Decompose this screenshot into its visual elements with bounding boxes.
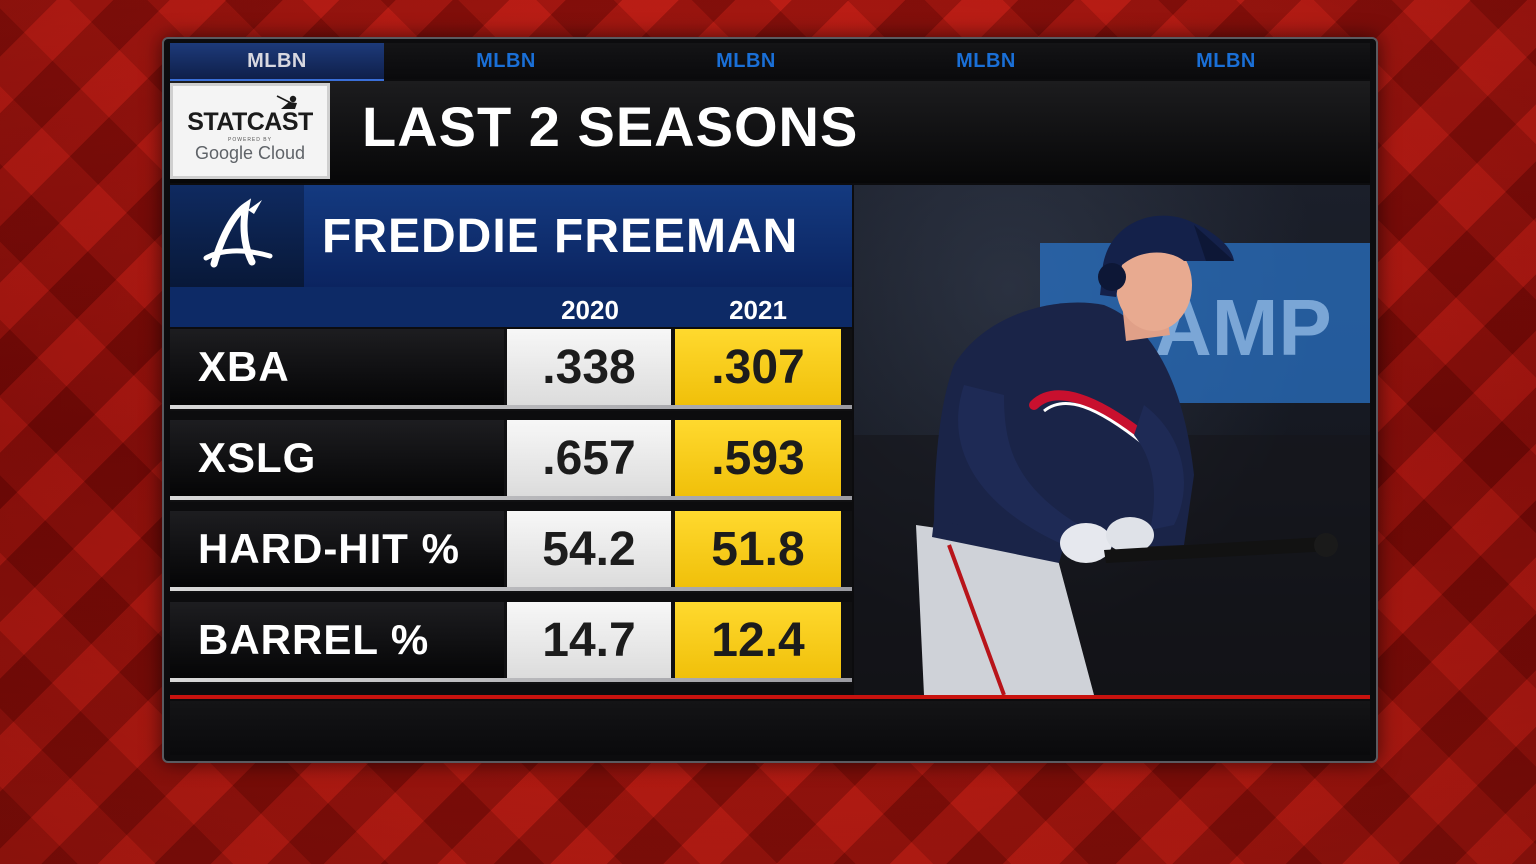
powered-by-text: POWERED BY <box>228 137 272 143</box>
player-name: FREDDIE FREEMAN <box>322 210 799 263</box>
stat-label: HARD-HIT % <box>170 511 504 587</box>
statcast-wordmark: STATCAST <box>187 108 313 136</box>
mlb-batter-icon <box>276 95 297 109</box>
stat-label: XBA <box>170 329 504 405</box>
stat-row: BARREL % 14.7 12.4 <box>170 602 852 684</box>
player-photo: AMP <box>854 185 1370 695</box>
network-tab: MLBN <box>1196 49 1256 72</box>
column-header-2021: 2021 <box>729 295 787 325</box>
stat-value-2021: .307 <box>675 329 841 405</box>
network-tab: MLBN <box>956 49 1016 72</box>
column-header-row <box>170 287 852 327</box>
braves-logo-icon <box>170 185 304 287</box>
column-header-2020: 2020 <box>561 295 619 325</box>
stat-value-2020: .338 <box>507 329 671 405</box>
stat-row: XSLG .657 .593 <box>170 420 852 502</box>
statcast-logo: STATCAST POWERED BY Google Cloud <box>170 83 330 179</box>
stat-label: BARREL % <box>170 602 504 678</box>
stat-value-2021: 12.4 <box>675 602 841 678</box>
network-tab: MLBN <box>476 49 536 72</box>
network-tab: MLBN <box>170 43 384 82</box>
stat-row: HARD-HIT % 54.2 51.8 <box>170 511 852 593</box>
stat-value-2020: .657 <box>507 420 671 496</box>
row-divider <box>170 678 852 682</box>
graphic-panel: MLBN MLBN MLBN MLBN MLBN STATCAST POWERE… <box>162 37 1378 763</box>
row-divider <box>170 405 852 409</box>
title-bar <box>170 81 1370 183</box>
stat-label: XSLG <box>170 420 504 496</box>
bottom-bar <box>170 701 1370 755</box>
stat-value-2020: 54.2 <box>507 511 671 587</box>
stat-value-2021: 51.8 <box>675 511 841 587</box>
row-divider <box>170 587 852 591</box>
stat-row: XBA .338 .307 <box>170 329 852 411</box>
network-tab: MLBN <box>716 49 776 72</box>
google-cloud-wordmark: Google Cloud <box>194 143 306 163</box>
network-tab-bar: MLBN MLBN MLBN MLBN MLBN <box>170 43 1370 82</box>
accent-line <box>170 695 1370 699</box>
stat-value-2021: .593 <box>675 420 841 496</box>
row-divider <box>170 496 852 500</box>
stat-value-2020: 14.7 <box>507 602 671 678</box>
page-title: LAST 2 SEASONS <box>362 95 859 158</box>
